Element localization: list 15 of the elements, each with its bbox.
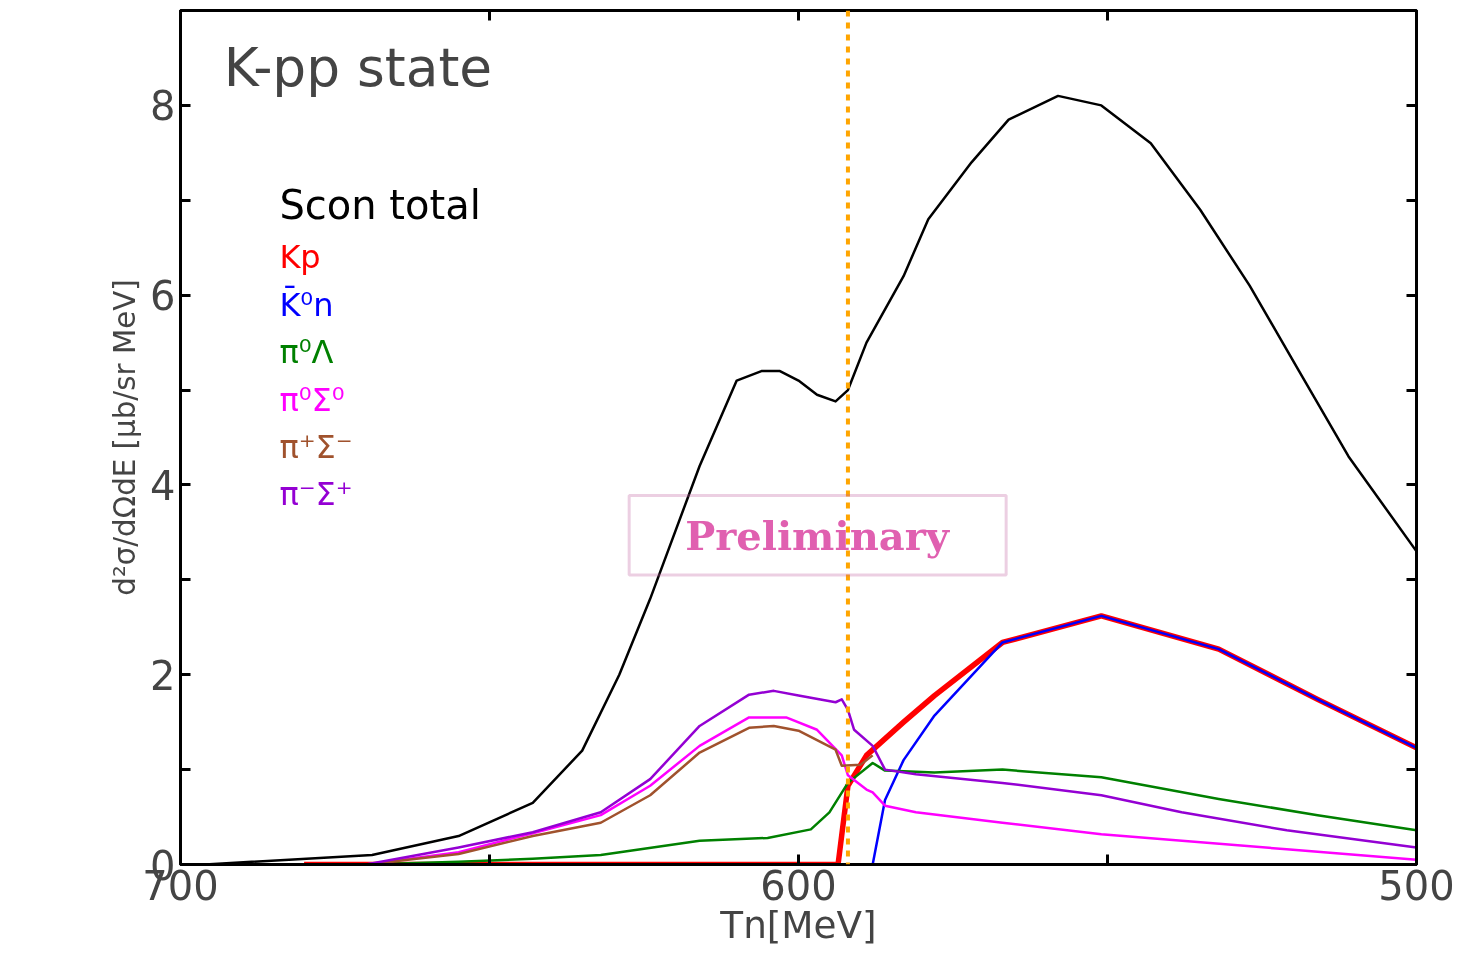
text: π⁰Λ bbox=[279, 333, 334, 372]
y-tick-label: 6 bbox=[150, 273, 176, 320]
text: π⁺Σ⁻ bbox=[279, 427, 353, 466]
text: K̄⁰n bbox=[279, 284, 334, 324]
text: Scon total bbox=[279, 182, 481, 229]
text: Kp bbox=[279, 238, 321, 277]
text: π⁰Σ⁰ bbox=[279, 380, 345, 419]
y-tick-label: 8 bbox=[150, 83, 176, 130]
text: π⁻Σ⁺ bbox=[279, 475, 353, 514]
y-tick-label: 4 bbox=[150, 462, 176, 509]
y-tick-label: 2 bbox=[150, 652, 176, 699]
y-axis-title: d²σ/dΩdE [μb/sr MeV] bbox=[108, 279, 143, 596]
x-tick-label: 500 bbox=[1378, 862, 1455, 909]
text: K-pp state bbox=[223, 35, 493, 99]
annotation: Preliminary bbox=[685, 511, 951, 559]
